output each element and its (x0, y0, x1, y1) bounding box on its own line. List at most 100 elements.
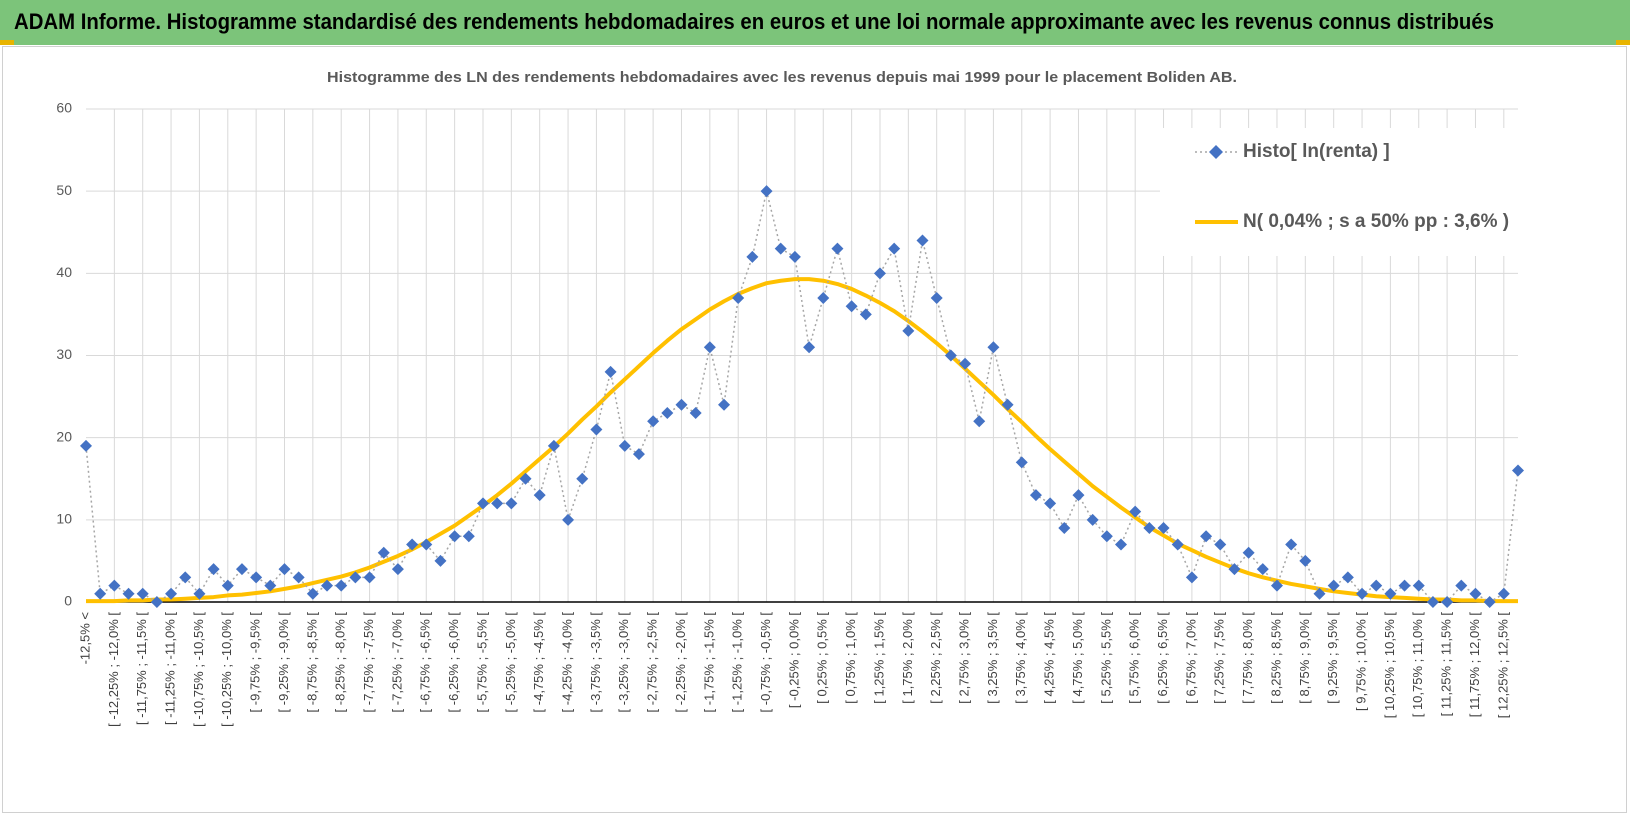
data-point (1058, 522, 1071, 535)
x-tick-label: [ 4,25% ; 4,5% [ (1042, 612, 1057, 704)
data-point (1426, 596, 1439, 608)
data-point (1384, 587, 1397, 600)
data-point (1497, 587, 1510, 600)
header-bar (0, 0, 1630, 45)
data-point (1157, 522, 1170, 535)
x-tick-label: [ 3,75% ; 4,0% [ (1013, 612, 1028, 704)
data-point (321, 579, 334, 592)
x-tick-label: [ -11,75% ; -11,5% [ (134, 612, 149, 725)
x-tick-label: [ 2,75% ; 3,0% [ (956, 612, 971, 704)
data-point (1412, 579, 1425, 592)
data-point (973, 415, 986, 428)
x-tick-label: [ 5,25% ; 5,5% [ (1098, 612, 1113, 704)
x-tick-label: -12,5% < (77, 612, 92, 664)
data-point (136, 587, 149, 600)
data-point (1129, 505, 1142, 518)
data-point (959, 357, 972, 370)
data-point (491, 497, 504, 510)
data-point (902, 324, 915, 337)
data-point (533, 489, 546, 502)
x-tick-label: [ -8,75% ; -8,5% [ (304, 612, 319, 713)
x-tick-label: [ 8,75% ; 9,0% [ (1297, 612, 1312, 704)
data-point (1313, 587, 1326, 600)
data-point (873, 267, 886, 280)
data-point (547, 439, 560, 452)
data-point (987, 341, 1000, 354)
data-point (718, 398, 731, 411)
data-point (349, 571, 362, 584)
y-tick-label: 10 (56, 511, 72, 527)
data-point (1398, 579, 1411, 592)
x-tick-label: [ 8,25% ; 8,5% [ (1268, 612, 1283, 704)
y-tick-label: 50 (56, 182, 72, 198)
page-title: ADAM Informe. Histogramme standardisé de… (14, 9, 1494, 34)
data-point (1327, 579, 1340, 592)
y-tick-label: 60 (56, 100, 72, 116)
data-point (1441, 596, 1454, 608)
data-point (1171, 538, 1184, 551)
x-tick-label: [ 9,25% ; 9,5% [ (1325, 612, 1340, 704)
data-point (462, 530, 475, 543)
x-tick-label: [ 1,25% ; 1,5% [ (871, 612, 886, 704)
data-point (80, 439, 92, 452)
data-point (703, 341, 716, 354)
data-point (604, 365, 617, 378)
x-tick-label: [ -5,75% ; -5,5% [ (474, 612, 489, 713)
data-point (675, 398, 688, 411)
data-point (732, 291, 745, 304)
x-tick-label: [ -3,25% ; -3,0% [ (616, 612, 631, 713)
data-point (930, 291, 943, 304)
data-point (335, 579, 348, 592)
data-point (1256, 563, 1269, 576)
x-tick-label: [ 9,75% ; 10,0% [ (1353, 612, 1368, 711)
data-point (434, 554, 447, 567)
data-point (476, 497, 489, 510)
header-accent (0, 40, 14, 45)
x-tick-label: [ 11,75% ; 12,0% [ (1467, 612, 1482, 718)
data-point (1115, 538, 1128, 551)
y-tick-label: 40 (56, 264, 72, 280)
x-tick-label: [ -7,25% ; -7,0% [ (389, 612, 404, 713)
x-tick-label: [ 10,25% ; 10,5% [ (1382, 612, 1397, 719)
data-point (122, 587, 135, 600)
x-tick-label: [ 10,75% ; 11,0% [ (1410, 612, 1425, 718)
chart-title: Histogramme des LN des rendements hebdom… (327, 69, 1237, 86)
x-tick-label: [ 5,75% ; 6,0% [ (1127, 612, 1142, 704)
data-point (179, 571, 192, 584)
x-tick-label: [ 7,25% ; 7,5% [ (1212, 612, 1227, 704)
x-tick-label: [ -3,75% ; -3,5% [ (588, 612, 603, 713)
y-tick-label: 20 (56, 428, 72, 444)
x-tick-label: [ -0,25% ; 0,0% [ (786, 612, 801, 708)
data-point (420, 538, 433, 551)
x-tick-label: [ 4,75% ; 5,0% [ (1070, 612, 1085, 704)
data-point (1512, 464, 1524, 477)
data-point (1285, 538, 1298, 551)
x-tick-label: [ -5,25% ; -5,0% [ (503, 612, 518, 713)
data-point (1086, 513, 1099, 526)
data-point (150, 596, 163, 608)
x-tick-label: [ -12,25% ; -12,0% [ (106, 612, 121, 727)
data-point (505, 497, 518, 510)
x-tick-label: [ -2,75% ; -2,5% [ (645, 612, 660, 713)
data-point (888, 242, 901, 255)
x-tick-label: [ -9,25% ; -9,0% [ (276, 612, 291, 713)
x-tick-label: [ -7,75% ; -7,5% [ (361, 612, 376, 713)
data-point (406, 538, 419, 551)
x-tick-label: [ -10,75% ; -10,5% [ (191, 612, 206, 727)
data-point (1143, 522, 1156, 535)
data-point (278, 563, 291, 576)
data-point (292, 571, 305, 584)
data-point (1242, 546, 1255, 559)
x-tick-label: [ 6,75% ; 7,0% [ (1183, 612, 1198, 704)
x-tick-label: [ 2,25% ; 2,5% [ (928, 612, 943, 704)
data-point (519, 472, 532, 485)
data-point (1100, 530, 1113, 543)
y-tick-label: 30 (56, 346, 72, 362)
x-tick-label: [ 7,75% ; 8,0% [ (1240, 612, 1255, 704)
data-point (803, 341, 816, 354)
x-tick-label: [ -1,25% ; -1,0% [ (730, 612, 745, 713)
data-point (221, 579, 234, 592)
data-point (618, 439, 631, 452)
series-line (86, 277, 1518, 604)
